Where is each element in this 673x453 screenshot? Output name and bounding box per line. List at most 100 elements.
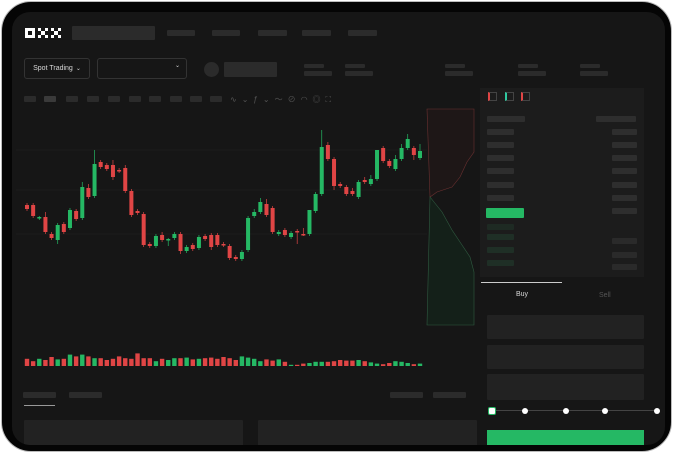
volume-bar — [350, 360, 355, 366]
candle — [356, 182, 361, 197]
candle — [289, 233, 294, 237]
volume-bar — [43, 360, 48, 366]
nav-item[interactable] — [212, 30, 240, 36]
candle — [362, 180, 367, 182]
price-input[interactable] — [487, 315, 644, 339]
candle — [196, 237, 201, 248]
volume-bar — [153, 361, 159, 366]
candle — [393, 159, 398, 169]
okx-logo — [25, 28, 61, 38]
candle — [129, 191, 134, 215]
slider-step[interactable] — [602, 408, 608, 414]
stat-label — [445, 64, 465, 68]
candle — [233, 257, 238, 259]
ask-price — [487, 195, 514, 201]
volume-bar — [252, 358, 257, 366]
header-search[interactable] — [72, 26, 155, 40]
nav-item[interactable] — [258, 30, 287, 36]
settings-icon[interactable]: ◎ — [312, 95, 326, 104]
candle — [110, 165, 115, 177]
total-input[interactable] — [487, 374, 644, 400]
check-icon[interactable]: ⌄ — [262, 95, 275, 104]
orders-panel — [24, 420, 243, 445]
candle — [43, 217, 48, 232]
buy-button[interactable] — [487, 430, 644, 445]
tab-order-history[interactable] — [69, 392, 102, 398]
ask-amount — [612, 129, 637, 135]
candle — [31, 205, 36, 216]
timeframe-button[interactable] — [129, 96, 141, 102]
timeframe-button[interactable] — [24, 96, 36, 102]
timeframe-button[interactable] — [190, 96, 202, 102]
pair-select[interactable]: ⌄ — [97, 58, 187, 79]
slider-step[interactable] — [654, 408, 660, 414]
slider-step[interactable] — [563, 408, 569, 414]
candle — [375, 150, 380, 179]
amount-input[interactable] — [487, 345, 644, 369]
slider-step[interactable] — [522, 408, 528, 414]
line-tool-icon[interactable]: ⌄ — [241, 95, 254, 104]
timeframe-button[interactable] — [149, 96, 161, 102]
stat-value — [345, 71, 373, 76]
timeframe-button[interactable] — [66, 96, 78, 102]
volume-bar — [49, 357, 54, 366]
candle — [209, 235, 214, 247]
both-sides-icon[interactable] — [488, 92, 497, 101]
candle — [74, 211, 79, 219]
asks-icon[interactable] — [521, 92, 530, 101]
nav-item[interactable] — [348, 30, 377, 36]
timeframe-button[interactable] — [44, 96, 56, 102]
stat-value — [580, 71, 608, 76]
bid-amount — [612, 252, 637, 258]
leverage-slider-track[interactable] — [492, 410, 657, 411]
candle — [387, 161, 392, 166]
volume-bar — [337, 360, 343, 366]
candle — [172, 234, 177, 238]
volume-bar — [319, 361, 324, 366]
filter-button[interactable] — [433, 392, 466, 398]
pen-icon[interactable]: ⊘ — [287, 95, 301, 104]
volume-bar — [190, 359, 195, 366]
depth-asks — [426, 108, 475, 198]
indicator-icon[interactable]: ∿ — [230, 95, 242, 104]
slider-handle[interactable] — [488, 407, 496, 415]
filter-button[interactable] — [390, 392, 423, 398]
market-type-select[interactable]: Spot Trading ⌄ — [24, 58, 90, 79]
timeframe-button[interactable] — [210, 96, 222, 102]
candlestick-chart[interactable] — [12, 12, 665, 445]
candle — [301, 234, 306, 236]
timeframe-button[interactable] — [108, 96, 120, 102]
stat-label — [580, 64, 600, 68]
bids-icon[interactable] — [505, 92, 514, 101]
ask-amount — [612, 208, 637, 214]
volume-bar — [178, 358, 183, 366]
volume-bar — [411, 364, 417, 366]
bid-price — [487, 247, 514, 253]
volume-bar — [116, 356, 122, 366]
tab-sell[interactable]: Sell — [599, 292, 611, 299]
volume-bar — [166, 360, 171, 366]
volume-bar — [55, 359, 60, 366]
tab-buy[interactable]: Buy — [516, 291, 529, 298]
timeframe-button[interactable] — [87, 96, 99, 102]
screenshot-icon[interactable]: ◠ — [300, 95, 313, 104]
candle — [166, 239, 171, 241]
volume-bar — [282, 361, 288, 366]
orderbook-header — [596, 116, 636, 122]
timeframe-button[interactable] — [170, 96, 182, 102]
fx-icon[interactable]: ƒ — [253, 95, 263, 104]
tab-open-orders[interactable] — [23, 392, 56, 398]
bid-price — [487, 234, 514, 240]
volume-bar — [147, 358, 153, 366]
candle — [49, 234, 54, 238]
fullscreen-icon[interactable]: ⛶ — [325, 95, 337, 104]
buy-tab-underline — [481, 282, 562, 283]
tab-underline — [24, 405, 55, 406]
volume-bar — [270, 360, 275, 366]
wave-icon[interactable]: 〜 — [274, 95, 288, 104]
nav-item[interactable] — [302, 30, 331, 36]
ask-price — [487, 155, 514, 161]
nav-item[interactable] — [167, 30, 195, 36]
candle — [37, 217, 42, 219]
volume-bar — [380, 364, 386, 366]
